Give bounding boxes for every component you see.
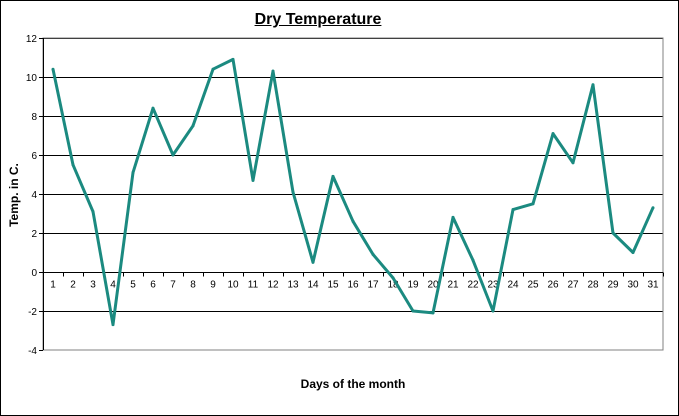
data-point <box>391 276 395 280</box>
x-tick-label: 23 <box>487 280 499 291</box>
x-tick-label: 10 <box>227 280 239 291</box>
x-tick-label: 19 <box>407 280 419 291</box>
x-tick-label: 24 <box>507 280 519 291</box>
x-tick-label: 5 <box>130 280 136 291</box>
data-point <box>631 251 635 254</box>
data-point <box>491 309 495 313</box>
y-tick-label: 10 <box>26 73 38 84</box>
data-point <box>451 215 455 219</box>
x-tick-label: 22 <box>467 280 479 291</box>
chart-title: Dry Temperature <box>254 11 382 28</box>
x-tick-label: 6 <box>150 280 156 291</box>
data-point <box>411 309 415 313</box>
data-point <box>531 202 535 206</box>
x-tick-label: 9 <box>210 280 216 291</box>
x-tick-label: 3 <box>90 280 96 291</box>
data-point <box>51 67 55 71</box>
x-tick-label: 27 <box>567 280 579 291</box>
data-point <box>311 260 315 264</box>
data-point <box>431 311 435 315</box>
data-point <box>291 190 295 194</box>
data-point <box>71 163 75 167</box>
data-point <box>611 231 615 235</box>
data-point <box>351 219 355 223</box>
x-tick-label: 31 <box>647 280 659 291</box>
x-tick-label: 18 <box>387 280 399 291</box>
data-point <box>271 69 275 73</box>
data-point <box>151 106 155 110</box>
data-point <box>111 323 115 327</box>
y-tick-label: 2 <box>31 229 37 240</box>
data-point <box>191 124 195 128</box>
x-tick-label: 8 <box>190 280 196 291</box>
data-point <box>331 174 335 178</box>
x-tick-label: 28 <box>587 280 599 291</box>
data-point <box>371 252 375 256</box>
data-point <box>511 208 515 212</box>
y-tick-label: 8 <box>31 112 37 123</box>
data-point <box>231 57 235 61</box>
series-group <box>51 57 655 327</box>
y-tick-label: 4 <box>31 190 37 201</box>
x-tick-label: 14 <box>307 280 319 291</box>
y-tick-labels: -4 -2 0 2 4 6 8 10 12 <box>26 34 38 357</box>
data-point <box>651 206 655 210</box>
x-tick-label: 13 <box>287 280 299 291</box>
x-tick-label: 26 <box>547 280 559 291</box>
data-point <box>471 258 475 262</box>
x-tick-label: 11 <box>248 280 259 291</box>
data-point <box>571 161 575 165</box>
y-tick-label: 0 <box>31 268 37 279</box>
y-tick-label: -4 <box>28 346 37 357</box>
data-point <box>551 132 555 136</box>
x-tick-label: 17 <box>367 280 379 291</box>
data-point <box>171 153 175 157</box>
x-tick-label: 2 <box>70 280 76 291</box>
x-tick-label: 29 <box>607 280 619 291</box>
x-axis-title: Days of the month <box>300 377 406 391</box>
x-tick-label: 12 <box>267 280 279 291</box>
data-point <box>251 178 255 182</box>
y-tick-label: 12 <box>26 34 38 45</box>
y-tick-label: 6 <box>31 151 37 162</box>
axes <box>39 37 664 351</box>
x-tick-label: 25 <box>527 280 539 291</box>
x-tick-labels: 1 2 3 4 5 6 7 8 9 10 11 12 13 14 15 16 17 18 19 20 21 22 23 24 2… <box>50 280 659 291</box>
x-tick-label: 16 <box>347 280 359 291</box>
x-tick-label: 4 <box>110 280 116 291</box>
x-tick-label: 15 <box>327 280 339 291</box>
x-tick-label: 1 <box>50 280 56 291</box>
data-point <box>591 83 595 87</box>
data-point <box>91 210 95 214</box>
x-tick-label: 20 <box>427 280 439 291</box>
data-point <box>211 67 215 71</box>
x-tick-label: 30 <box>627 280 639 291</box>
data-point <box>131 171 135 175</box>
gridlines <box>43 38 663 312</box>
y-tick-label: -2 <box>28 307 37 318</box>
x-tick-label: 7 <box>170 280 176 291</box>
x-tick-label: 21 <box>447 280 459 291</box>
